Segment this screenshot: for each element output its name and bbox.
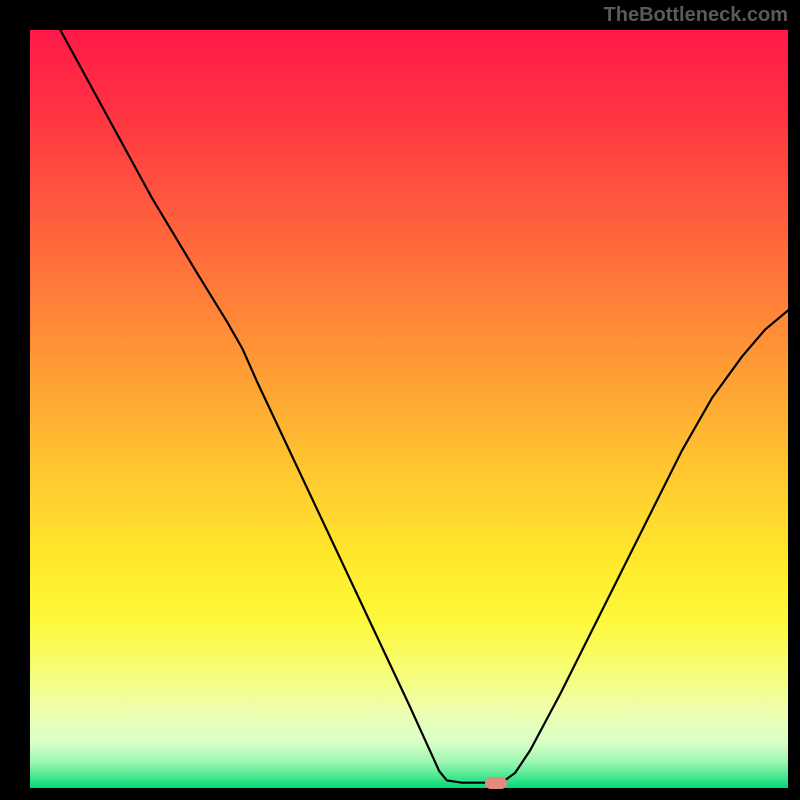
- watermark-text: TheBottleneck.com: [604, 4, 788, 27]
- plot-area: [30, 30, 788, 788]
- optimal-point-marker: [485, 777, 507, 789]
- bottleneck-curve: [30, 30, 788, 788]
- chart-container: TheBottleneck.com: [0, 0, 800, 800]
